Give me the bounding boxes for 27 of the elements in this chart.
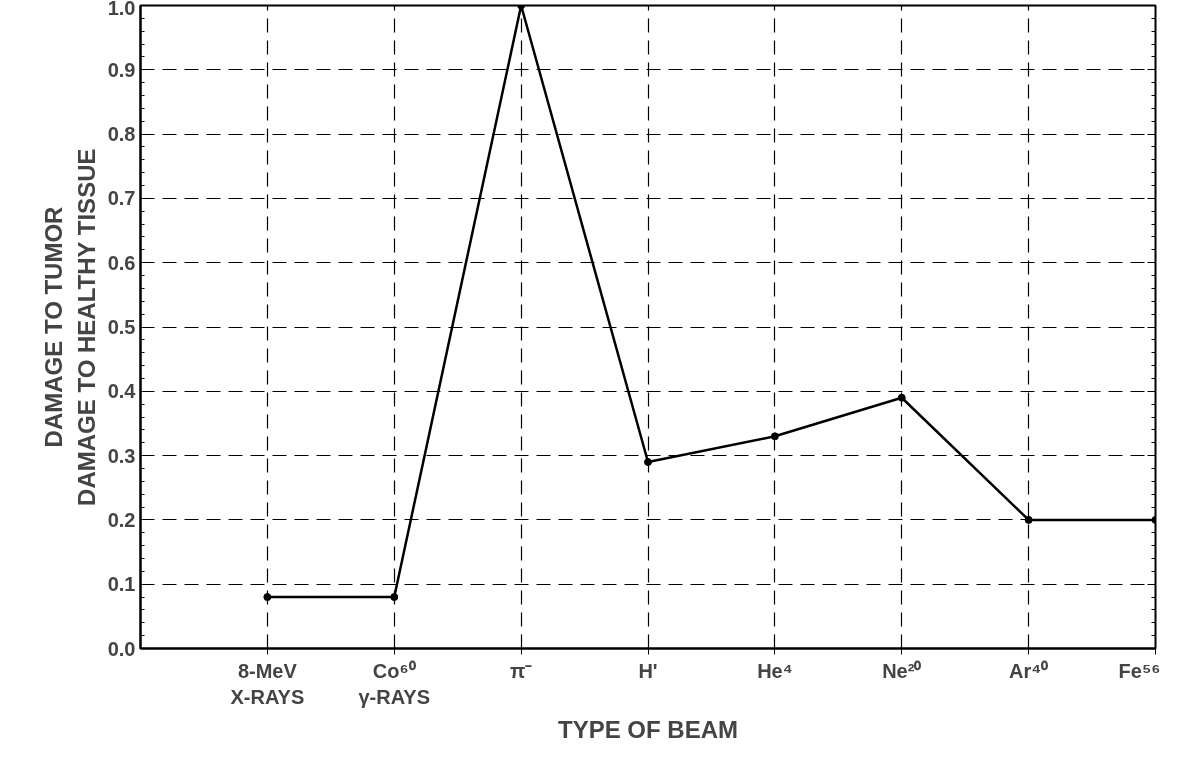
point bbox=[1024, 515, 1033, 524]
y-axis-title: DAMAGE TO TUMOR DAMAGE TO HEALTHY TISSUE bbox=[40, 148, 100, 506]
x-tick-label: 8-MeV X-RAYS bbox=[230, 659, 305, 708]
x-tick-label: Ar⁴⁰ bbox=[1009, 659, 1049, 682]
x-tick-label: π⁻ bbox=[509, 659, 533, 682]
x-tick-label: H' bbox=[638, 659, 658, 682]
y-tick-label: 0.2 bbox=[107, 508, 136, 531]
point bbox=[897, 393, 906, 402]
x-axis-title: TYPE OF BEAM bbox=[557, 715, 739, 743]
y-tick-label: 0.1 bbox=[107, 573, 136, 596]
y-tick-label: 0.8 bbox=[107, 123, 136, 146]
x-tick-label: Ne²⁰ bbox=[882, 659, 922, 682]
y-tick-label: 0.7 bbox=[107, 187, 136, 210]
x-tick-label: He⁴ bbox=[757, 659, 793, 682]
y-tick-label: 0.0 bbox=[107, 637, 136, 660]
y-tick-label: 1.0 bbox=[107, 0, 136, 19]
point bbox=[390, 593, 399, 602]
x-tick-label: Fe⁵⁶ bbox=[1118, 659, 1161, 682]
point bbox=[644, 458, 652, 467]
y-tick-label: 0.3 bbox=[107, 444, 136, 467]
x-tick-label: Co⁶⁰ γ-RAYS bbox=[358, 659, 431, 708]
point bbox=[770, 432, 779, 441]
y-tick-label: 0.5 bbox=[107, 316, 136, 338]
point bbox=[263, 593, 272, 602]
y-tick-label: 0.4 bbox=[107, 380, 137, 403]
y-tick-label: 0.9 bbox=[107, 58, 136, 81]
y-tick-label: 0.6 bbox=[107, 251, 136, 274]
